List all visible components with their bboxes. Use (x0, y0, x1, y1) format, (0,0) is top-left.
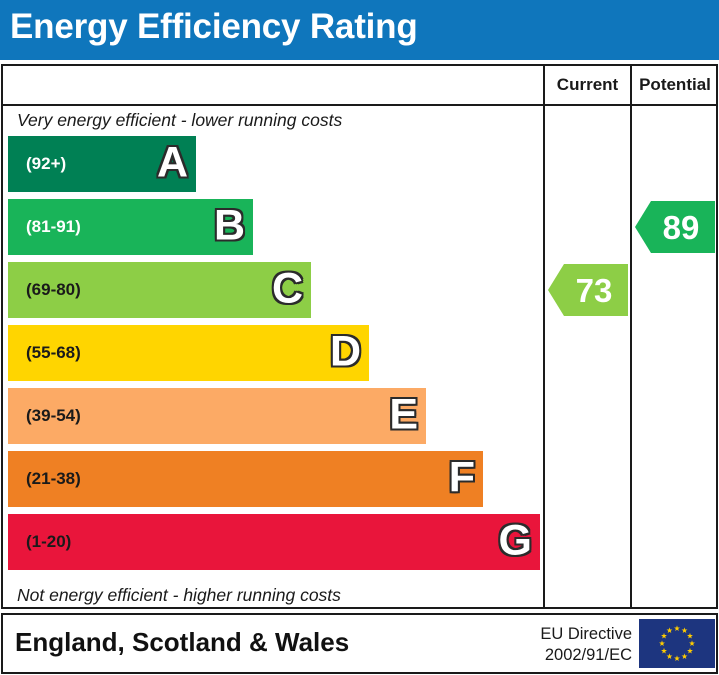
caption-inefficient: Not energy efficient - higher running co… (17, 585, 341, 605)
rating-band-d: (55-68) D (8, 325, 369, 381)
footer-directive-line1: EU Directive (540, 625, 632, 643)
band-letter-label: C (271, 264, 304, 313)
column-header-current: Current (556, 75, 619, 94)
header-row-divider-left (3, 104, 543, 106)
header-row-divider-right (543, 104, 718, 106)
band-letter-label: G (497, 516, 533, 565)
band-range-label: (69-80) (26, 280, 81, 299)
potential-rating-value: 89 (662, 208, 700, 246)
current-rating-value: 73 (575, 271, 613, 309)
title-bar: Energy Efficiency Rating (0, 0, 719, 60)
current-rating-arrow: 73 (548, 264, 628, 316)
column-divider-potential (630, 66, 632, 607)
rating-table: Current Potential Very energy efficient … (1, 64, 718, 609)
column-header-potential: Potential (639, 75, 711, 94)
footer-region-label: England, Scotland & Wales (15, 627, 350, 657)
rating-band-b: (81-91) B (8, 199, 253, 255)
band-range-label: (55-68) (26, 343, 81, 362)
band-letter-label: D (329, 327, 362, 376)
rating-band-f: (21-38) F (8, 451, 483, 507)
footer: England, Scotland & Wales EU Directive 2… (1, 613, 718, 674)
band-letter-label: A (156, 138, 189, 187)
band-range-label: (1-20) (26, 532, 72, 551)
footer-directive-line2: 2002/91/EC (544, 645, 632, 664)
potential-rating-arrow: 89 (635, 201, 715, 253)
page-title: Energy Efficiency Rating (10, 7, 418, 46)
column-divider-current (543, 66, 545, 607)
band-range-label: (21-38) (26, 469, 81, 488)
band-letter-label: B (213, 201, 246, 250)
rating-band-e: (39-54) E (8, 388, 426, 444)
band-letter-label: F (448, 453, 477, 502)
band-range-label: (92+) (26, 154, 67, 173)
rating-band-a: (92+) A (8, 136, 196, 192)
rating-band-c: (69-80) C (8, 262, 311, 318)
rating-band-g: (1-20) G (8, 514, 540, 570)
band-range-label: (81-91) (26, 217, 81, 236)
footer-directive: EU Directive 2002/91/EC (512, 624, 632, 665)
band-letter-label: E (388, 390, 419, 439)
eu-flag-icon (639, 619, 715, 668)
band-range-label: (39-54) (26, 406, 81, 425)
caption-efficient: Very energy efficient - lower running co… (17, 110, 343, 130)
